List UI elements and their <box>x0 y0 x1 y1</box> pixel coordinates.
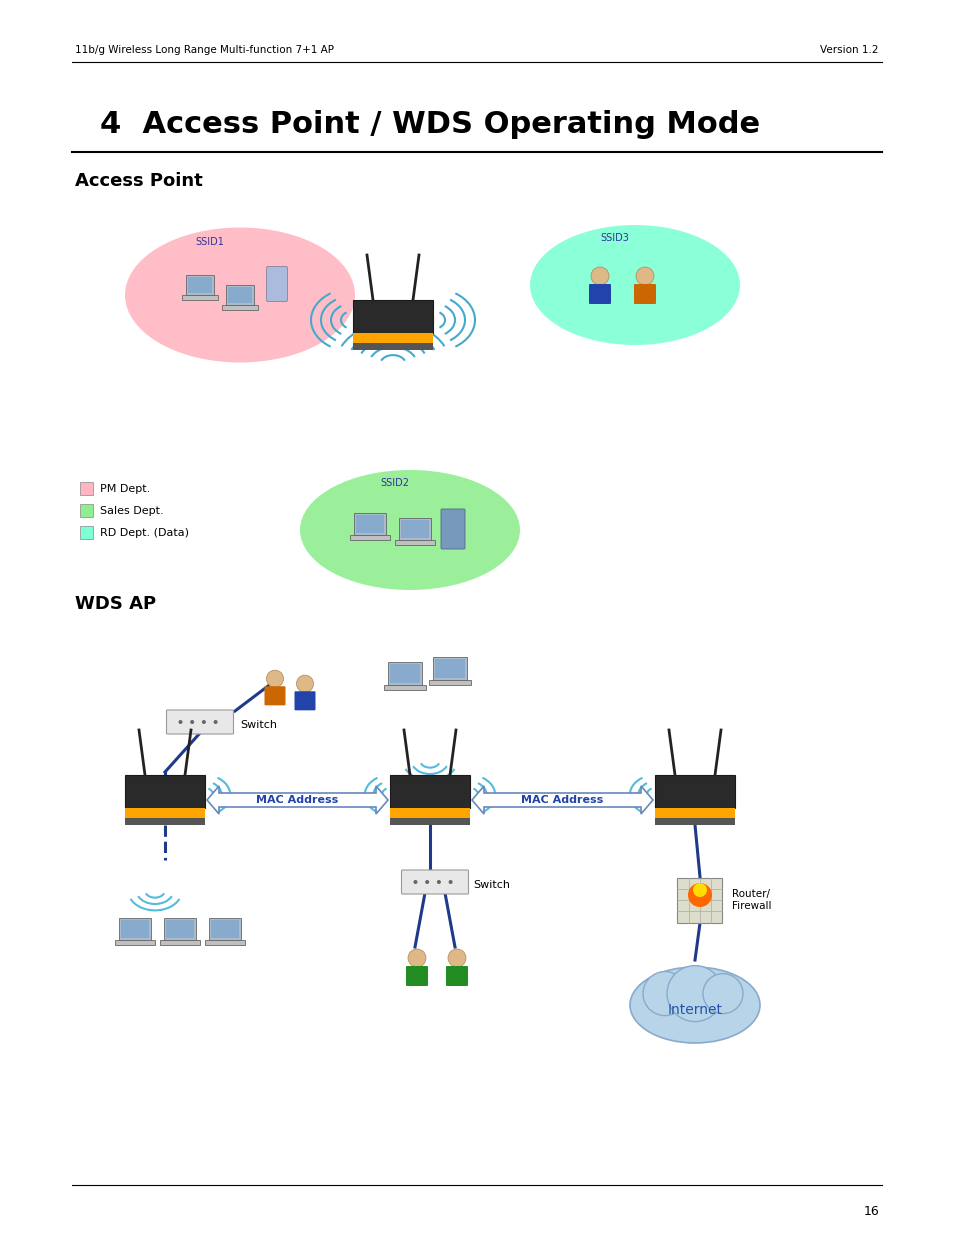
FancyBboxPatch shape <box>211 920 239 939</box>
FancyBboxPatch shape <box>446 966 468 986</box>
FancyBboxPatch shape <box>167 710 233 734</box>
Bar <box>115 940 154 945</box>
Bar <box>181 295 218 300</box>
Text: WDS AP: WDS AP <box>75 595 156 613</box>
FancyBboxPatch shape <box>433 657 466 680</box>
FancyBboxPatch shape <box>401 869 468 894</box>
Text: MAC Address: MAC Address <box>256 795 338 805</box>
FancyBboxPatch shape <box>655 776 734 808</box>
FancyBboxPatch shape <box>166 920 193 939</box>
FancyBboxPatch shape <box>119 918 151 940</box>
FancyBboxPatch shape <box>353 300 433 332</box>
Text: Access Point: Access Point <box>75 172 203 190</box>
Bar <box>353 342 433 350</box>
FancyBboxPatch shape <box>634 284 656 304</box>
Text: 16: 16 <box>862 1205 878 1218</box>
Circle shape <box>448 948 465 967</box>
Bar <box>395 540 435 545</box>
FancyBboxPatch shape <box>677 878 721 923</box>
Text: Internet: Internet <box>667 1003 721 1016</box>
Circle shape <box>448 881 452 884</box>
Bar <box>384 685 425 690</box>
Bar <box>353 332 433 342</box>
FancyBboxPatch shape <box>398 517 431 540</box>
Polygon shape <box>207 785 388 814</box>
Circle shape <box>266 671 283 687</box>
Bar <box>80 482 92 495</box>
Bar <box>655 818 734 825</box>
Bar <box>125 818 205 825</box>
Circle shape <box>413 881 417 884</box>
FancyBboxPatch shape <box>186 275 214 295</box>
Circle shape <box>202 720 206 724</box>
Text: 4  Access Point / WDS Operating Mode: 4 Access Point / WDS Operating Mode <box>100 110 760 140</box>
FancyBboxPatch shape <box>400 520 429 538</box>
Bar <box>80 526 92 538</box>
Text: Version 1.2: Version 1.2 <box>820 44 878 56</box>
Circle shape <box>213 720 217 724</box>
Bar <box>390 818 470 825</box>
Circle shape <box>178 720 182 724</box>
Ellipse shape <box>629 967 760 1044</box>
Circle shape <box>687 883 711 906</box>
Circle shape <box>590 267 608 285</box>
Bar <box>655 808 734 818</box>
Bar <box>429 680 471 685</box>
Circle shape <box>636 267 654 285</box>
FancyBboxPatch shape <box>188 277 213 293</box>
Bar <box>350 535 390 540</box>
Polygon shape <box>472 785 652 814</box>
Text: PM Dept.: PM Dept. <box>100 484 150 494</box>
Bar <box>80 504 92 517</box>
FancyBboxPatch shape <box>355 515 384 534</box>
FancyBboxPatch shape <box>388 662 421 685</box>
Bar <box>160 940 200 945</box>
FancyBboxPatch shape <box>264 687 285 705</box>
Text: MAC Address: MAC Address <box>521 795 603 805</box>
FancyBboxPatch shape <box>228 288 253 303</box>
FancyBboxPatch shape <box>266 267 287 301</box>
FancyBboxPatch shape <box>121 920 149 939</box>
Circle shape <box>642 972 686 1015</box>
Ellipse shape <box>530 225 740 345</box>
Circle shape <box>702 973 742 1014</box>
Circle shape <box>190 720 194 724</box>
FancyBboxPatch shape <box>209 918 241 940</box>
FancyBboxPatch shape <box>164 918 195 940</box>
Circle shape <box>408 948 426 967</box>
FancyBboxPatch shape <box>440 509 464 550</box>
Text: 11b/g Wireless Long Range Multi-function 7+1 AP: 11b/g Wireless Long Range Multi-function… <box>75 44 334 56</box>
Text: Sales Dept.: Sales Dept. <box>100 506 164 516</box>
Text: Router/
Firewall: Router/ Firewall <box>731 889 771 910</box>
FancyBboxPatch shape <box>294 692 315 710</box>
Text: SSID2: SSID2 <box>380 478 409 488</box>
Text: Switch: Switch <box>240 720 276 730</box>
FancyBboxPatch shape <box>435 659 464 678</box>
Text: SSID3: SSID3 <box>600 233 629 243</box>
Ellipse shape <box>299 471 519 590</box>
Circle shape <box>436 881 440 884</box>
Circle shape <box>692 883 706 897</box>
Bar <box>205 940 245 945</box>
FancyBboxPatch shape <box>225 285 254 305</box>
Text: Switch: Switch <box>473 881 510 890</box>
FancyBboxPatch shape <box>406 966 428 986</box>
FancyBboxPatch shape <box>125 776 205 808</box>
FancyBboxPatch shape <box>390 776 470 808</box>
FancyBboxPatch shape <box>588 284 610 304</box>
Bar <box>221 305 258 310</box>
Circle shape <box>296 676 314 693</box>
Circle shape <box>425 881 429 884</box>
Ellipse shape <box>125 227 355 363</box>
Circle shape <box>666 966 722 1021</box>
Bar <box>390 808 470 818</box>
Bar <box>125 808 205 818</box>
Text: SSID1: SSID1 <box>195 237 224 247</box>
FancyBboxPatch shape <box>390 664 419 683</box>
Text: RD Dept. (Data): RD Dept. (Data) <box>100 529 189 538</box>
FancyBboxPatch shape <box>354 513 386 535</box>
